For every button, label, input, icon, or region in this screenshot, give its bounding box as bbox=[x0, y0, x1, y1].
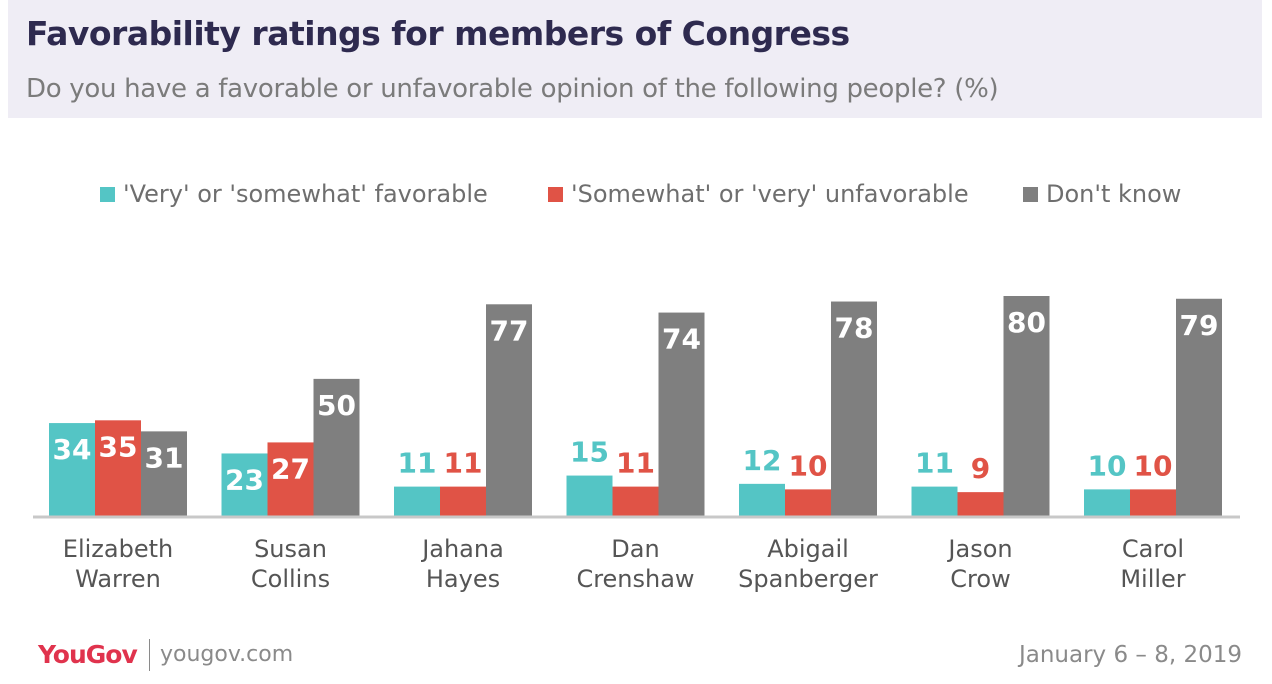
category-label: Crow bbox=[950, 565, 1010, 593]
data-label: 23 bbox=[225, 463, 264, 496]
data-label: 10 bbox=[789, 449, 828, 482]
data-label: 11 bbox=[398, 447, 437, 480]
category-label: Crenshaw bbox=[576, 565, 694, 593]
bar bbox=[566, 475, 613, 517]
data-label: 78 bbox=[835, 312, 874, 345]
yougov-logo: YouGov bbox=[38, 640, 138, 669]
footer-date: January 6 – 8, 2019 bbox=[1018, 642, 1242, 668]
data-label: 74 bbox=[662, 323, 701, 356]
category-label: Hayes bbox=[426, 565, 500, 593]
category-label: Warren bbox=[75, 565, 161, 593]
bar bbox=[1130, 489, 1176, 517]
bar bbox=[221, 453, 268, 517]
legend-label: 'Somewhat' or 'very' unfavorable bbox=[571, 180, 969, 208]
legend-swatch bbox=[548, 187, 563, 202]
category-label: Jahana bbox=[420, 535, 504, 563]
data-label: 9 bbox=[971, 452, 990, 485]
data-label: 50 bbox=[317, 389, 356, 422]
bar bbox=[785, 489, 831, 517]
legend-swatch bbox=[1023, 187, 1038, 202]
bar bbox=[440, 486, 486, 517]
legend-label: Don't know bbox=[1046, 180, 1181, 208]
data-label: 11 bbox=[616, 447, 655, 480]
category-label: Dan bbox=[611, 535, 659, 563]
bar bbox=[911, 486, 958, 517]
bar bbox=[267, 442, 314, 517]
footer-site: yougov.com bbox=[160, 642, 294, 667]
bar bbox=[486, 304, 532, 517]
bar bbox=[313, 378, 360, 517]
chart-title: Favorability ratings for members of Cong… bbox=[26, 14, 850, 53]
data-label: 79 bbox=[1180, 309, 1219, 342]
category-label: Elizabeth bbox=[63, 535, 173, 563]
bar bbox=[141, 431, 187, 517]
bar bbox=[739, 483, 785, 517]
category-label: Susan bbox=[254, 535, 327, 563]
bar bbox=[658, 312, 705, 517]
data-label: 12 bbox=[743, 444, 782, 477]
bar bbox=[95, 420, 141, 517]
category-label: Abigail bbox=[767, 535, 849, 563]
chart-subtitle: Do you have a favorable or unfavorable o… bbox=[26, 74, 999, 104]
data-label: 34 bbox=[53, 433, 92, 466]
data-label: 27 bbox=[271, 452, 310, 485]
data-label: 35 bbox=[99, 430, 138, 463]
data-label: 15 bbox=[570, 436, 609, 469]
legend-swatch bbox=[100, 187, 115, 202]
legend-label: 'Very' or 'somewhat' favorable bbox=[123, 180, 488, 208]
data-label: 10 bbox=[1088, 449, 1127, 482]
data-label: 10 bbox=[1134, 449, 1173, 482]
data-label: 31 bbox=[145, 441, 184, 474]
category-label: Jason bbox=[946, 535, 1012, 563]
bar bbox=[1003, 296, 1050, 517]
category-label: Collins bbox=[251, 565, 330, 593]
data-label: 11 bbox=[915, 447, 954, 480]
category-label: Spanberger bbox=[738, 565, 878, 593]
data-label: 11 bbox=[444, 447, 483, 480]
bar bbox=[831, 301, 877, 517]
category-label: Miller bbox=[1120, 565, 1185, 593]
data-label: 77 bbox=[490, 314, 529, 347]
category-label: Carol bbox=[1122, 535, 1184, 563]
bar bbox=[1176, 298, 1222, 517]
bar bbox=[394, 486, 440, 517]
footer-separator bbox=[149, 639, 150, 671]
bar bbox=[1084, 489, 1130, 517]
data-label: 80 bbox=[1007, 306, 1046, 339]
bar bbox=[612, 486, 659, 517]
bar bbox=[957, 492, 1004, 517]
bar bbox=[49, 423, 95, 517]
header-band: Favorability ratings for members of Cong… bbox=[8, 0, 1262, 118]
